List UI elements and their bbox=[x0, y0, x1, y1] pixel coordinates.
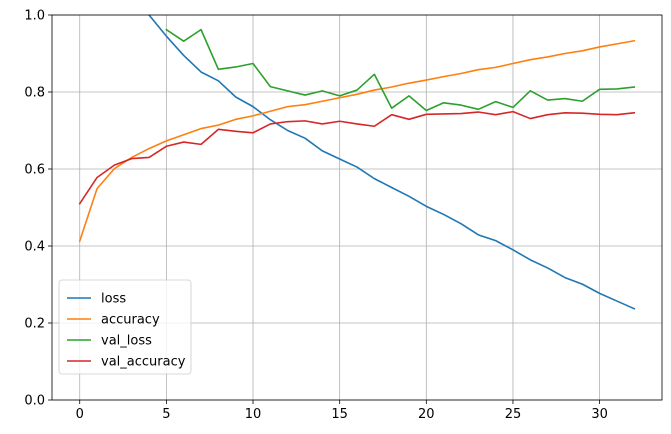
legend-box bbox=[58, 279, 192, 375]
axes-frame bbox=[51, 14, 663, 401]
y-tick-label: 0.4 bbox=[24, 240, 45, 255]
legend-label: val_loss bbox=[101, 334, 152, 349]
y-tick-label: 0.6 bbox=[24, 163, 45, 178]
y-tick-label: 0.2 bbox=[24, 317, 45, 332]
series-line-loss bbox=[148, 15, 636, 310]
y-tick-label: 0.8 bbox=[24, 86, 45, 101]
x-tick-label: 20 bbox=[418, 407, 435, 422]
series-line-accuracy bbox=[78, 39, 636, 243]
x-tick-label: 30 bbox=[591, 407, 608, 422]
x-tick-label: 10 bbox=[245, 407, 262, 422]
ticks: 0 5 10 15 20 25 30 0.0 0.2 0.4 0.6 0.8 1.0 bbox=[24, 9, 608, 423]
legend-label: accuracy bbox=[101, 313, 160, 328]
y-tick-label: 1.0 bbox=[24, 9, 45, 24]
series-line-val-accuracy bbox=[78, 110, 636, 205]
x-tick-label: 25 bbox=[505, 407, 522, 422]
x-tick-label: 5 bbox=[162, 407, 170, 422]
legend-label: loss bbox=[101, 292, 126, 307]
x-tick-label: 0 bbox=[76, 407, 84, 422]
legend: loss accuracy val_loss val_accuracy bbox=[58, 279, 192, 375]
plot-area bbox=[78, 15, 636, 310]
legend-label: val_accuracy bbox=[101, 355, 186, 370]
y-tick-label: 0.0 bbox=[24, 394, 45, 409]
x-tick-label: 15 bbox=[331, 407, 348, 422]
series-line-val-loss bbox=[165, 28, 636, 112]
